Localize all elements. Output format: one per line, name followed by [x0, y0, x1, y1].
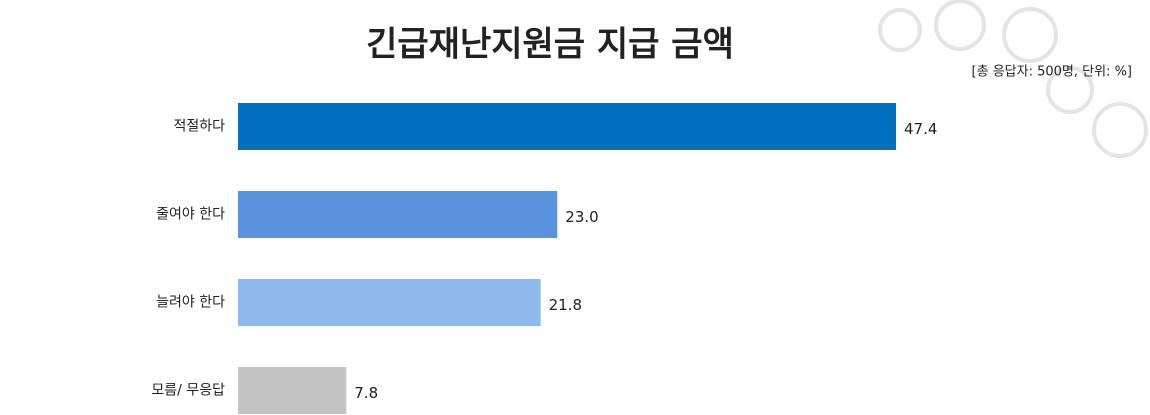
value-label: 23.0 — [565, 208, 598, 226]
chart-title: 긴급재난지원금 지급 금액 — [366, 25, 734, 65]
bar — [238, 279, 541, 326]
bar — [238, 103, 896, 150]
bar — [238, 367, 347, 414]
category-label: 늘려야 한다 — [156, 295, 225, 311]
category-label: 모름/ 무응답 — [151, 383, 225, 399]
gear-decoration — [878, 0, 1148, 158]
value-label: 21.8 — [549, 296, 582, 314]
category-label: 줄여야 한다 — [156, 207, 225, 223]
chart-subtitle: [총 응답자: 500명, 단위: %] — [972, 65, 1132, 80]
bar — [238, 191, 558, 238]
value-label: 47.4 — [904, 120, 937, 138]
value-label: 7.8 — [354, 384, 378, 402]
category-label: 적절하다 — [173, 119, 225, 135]
